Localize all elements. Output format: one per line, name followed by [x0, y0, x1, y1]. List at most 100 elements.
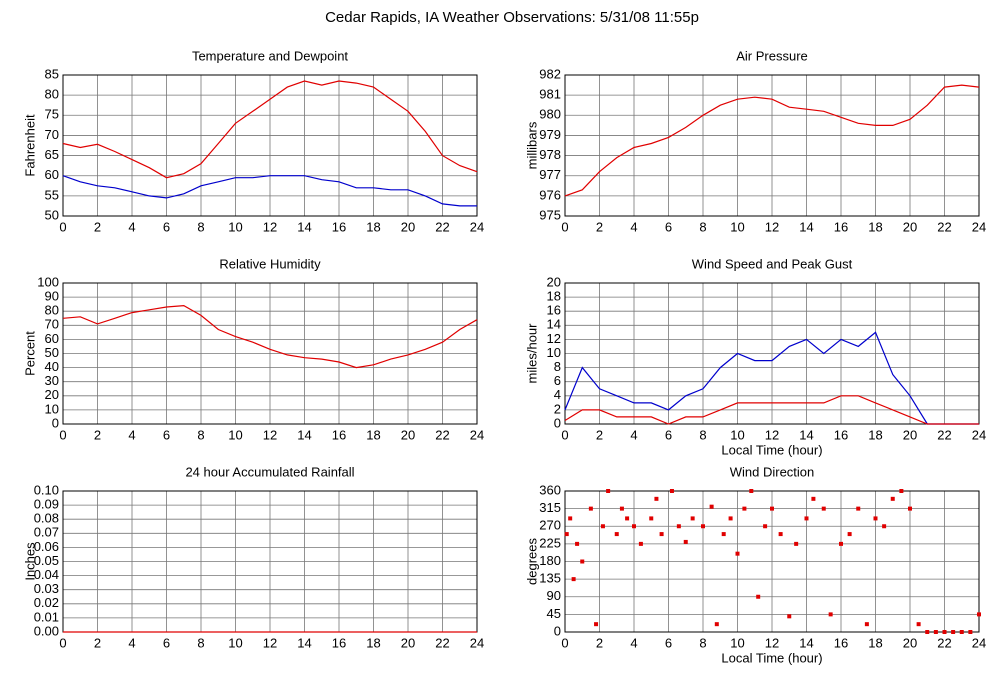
x-tick-label: 12	[263, 219, 277, 234]
page-title: Cedar Rapids, IA Weather Observations: 5…	[325, 9, 699, 26]
x-tick-label: 8	[197, 635, 204, 650]
y-tick-label: 977	[539, 167, 561, 182]
series-line	[564, 331, 979, 425]
x-tick-label: 10	[228, 219, 242, 234]
x-axis-label: Local Time (hour)	[721, 650, 822, 665]
y-tick-label: 40	[45, 359, 59, 374]
point	[873, 516, 878, 521]
point	[588, 506, 593, 511]
x-tick-label: 6	[163, 635, 170, 650]
x-tick-label: 6	[163, 427, 170, 442]
point	[701, 524, 705, 529]
x-tick-label: 12	[263, 427, 277, 442]
point	[763, 524, 768, 529]
x-tick-label: 22	[435, 427, 449, 442]
point	[594, 622, 599, 627]
y-tick-label: 18	[547, 289, 561, 304]
point	[709, 504, 714, 509]
point	[649, 516, 654, 521]
y-tick-label: 16	[547, 303, 561, 318]
point	[811, 496, 816, 501]
x-tick-label: 0	[561, 635, 568, 650]
y-tick-label: 315	[539, 500, 561, 515]
point	[977, 612, 981, 617]
x-tick-label: 20	[903, 427, 917, 442]
y-axis-label: Inches	[22, 542, 37, 581]
y-tick-label: 0.04	[34, 567, 59, 582]
x-tick-label: 24	[470, 427, 484, 442]
x-tick-label: 22	[435, 219, 449, 234]
x-tick-label: 10	[730, 635, 744, 650]
chart-title: 24 hour Accumulated Rainfall	[185, 464, 354, 479]
y-tick-label: 0	[52, 415, 59, 430]
x-tick-label: 8	[197, 427, 204, 442]
y-tick-label: 0.03	[34, 581, 59, 596]
plot-frame	[62, 282, 478, 425]
x-tick-label: 12	[765, 635, 779, 650]
x-tick-label: 22	[937, 219, 951, 234]
y-tick-label: 60	[45, 167, 59, 182]
x-tick-label: 16	[834, 219, 848, 234]
point	[847, 532, 852, 537]
x-tick-label: 16	[834, 635, 848, 650]
y-tick-label: 981	[539, 87, 561, 102]
y-tick-label: 100	[37, 274, 59, 289]
y-tick-label: 0	[554, 623, 561, 638]
x-tick-label: 10	[228, 427, 242, 442]
x-tick-label: 0	[561, 427, 568, 442]
plot-frame	[564, 490, 980, 633]
x-tick-label: 24	[972, 219, 986, 234]
x-tick-label: 16	[332, 219, 346, 234]
point	[614, 532, 619, 537]
y-tick-label: 980	[539, 107, 561, 122]
x-tick-label: 18	[868, 635, 882, 650]
x-tick-label: 2	[94, 427, 101, 442]
y-tick-label: 4	[554, 387, 561, 402]
x-tick-label: 14	[297, 219, 311, 234]
x-tick-label: 18	[366, 427, 380, 442]
point	[676, 524, 681, 529]
x-tick-label: 2	[596, 219, 603, 234]
point	[654, 496, 659, 501]
x-tick-label: 18	[868, 219, 882, 234]
y-tick-label: 10	[45, 401, 59, 416]
chart-title: Temperature and Dewpoint	[192, 48, 348, 63]
point	[575, 541, 580, 546]
point	[908, 506, 912, 511]
point	[606, 489, 611, 493]
x-tick-label: 0	[561, 219, 568, 234]
point	[756, 594, 761, 599]
series-line	[62, 175, 477, 207]
y-tick-label: 10	[547, 345, 561, 360]
series-line	[564, 84, 980, 197]
point	[916, 622, 921, 627]
y-tick-label: 0.01	[34, 609, 59, 624]
y-tick-label: 982	[539, 66, 561, 81]
x-tick-label: 18	[366, 635, 380, 650]
point	[925, 630, 930, 634]
x-tick-label: 12	[765, 219, 779, 234]
series-line	[564, 395, 979, 425]
y-tick-label: 65	[45, 147, 59, 162]
x-tick-label: 6	[163, 219, 170, 234]
y-tick-label: 80	[45, 303, 59, 318]
y-tick-label: 6	[554, 373, 561, 388]
y-tick-label: 50	[45, 345, 59, 360]
x-tick-label: 0	[59, 635, 66, 650]
point	[625, 516, 630, 521]
y-tick-label: 0.10	[34, 482, 59, 497]
x-tick-label: 8	[699, 635, 706, 650]
point	[778, 532, 783, 537]
y-tick-label: 976	[539, 187, 561, 202]
point	[638, 541, 643, 546]
point	[571, 577, 576, 582]
y-tick-label: 90	[45, 289, 59, 304]
x-tick-label: 16	[332, 427, 346, 442]
point	[749, 489, 754, 493]
y-axis-label: millibars	[524, 121, 539, 169]
y-tick-label: 0.08	[34, 511, 59, 526]
y-tick-label: 0.07	[34, 525, 59, 540]
y-tick-label: 0.05	[34, 553, 59, 568]
point	[951, 630, 956, 634]
